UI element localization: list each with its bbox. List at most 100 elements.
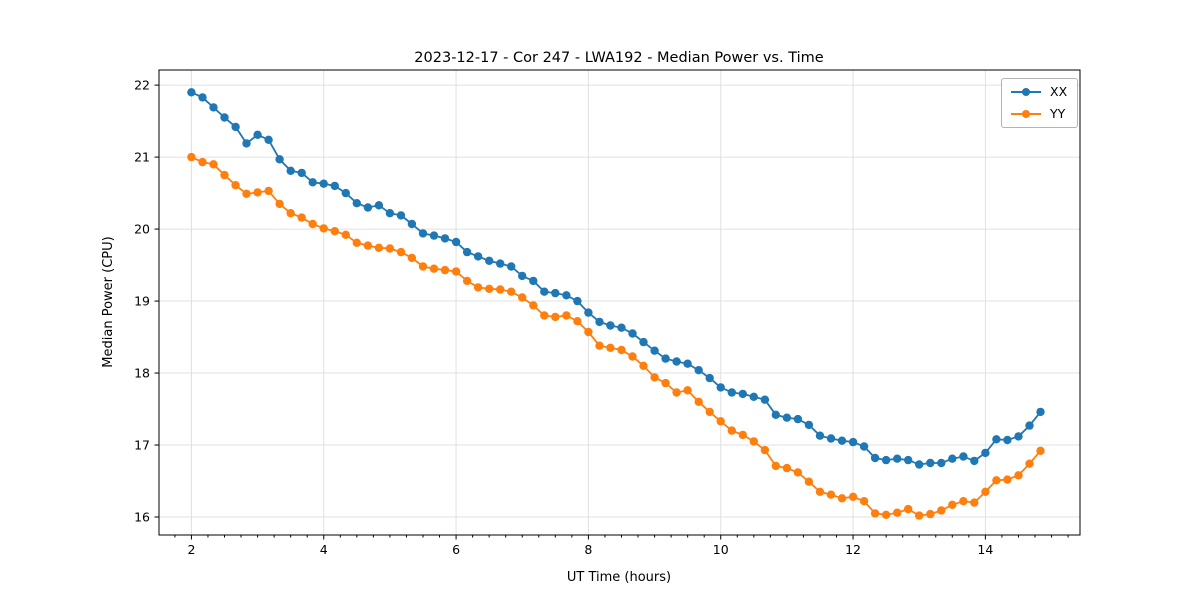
data-point-marker [628, 329, 637, 338]
data-point-marker [738, 389, 747, 399]
data-point-marker [529, 276, 538, 286]
data-point-marker [562, 311, 571, 320]
y-axis-label: Median Power (CPU) [101, 236, 116, 367]
data-point-marker [540, 287, 549, 296]
data-point-marker [198, 93, 207, 102]
data-point-marker [672, 388, 681, 397]
data-point-marker [462, 247, 472, 257]
data-point-marker [518, 293, 527, 302]
legend-label-yy: YY [1050, 106, 1066, 121]
data-point-marker [209, 103, 218, 112]
data-point-marker [1003, 435, 1012, 445]
data-point-marker [363, 241, 373, 250]
data-point-marker [981, 487, 990, 496]
data-point-marker [319, 179, 328, 188]
x-tick-label: 12 [845, 542, 861, 557]
data-point-marker [992, 435, 1001, 444]
data-point-marker [462, 276, 472, 286]
data-point-marker [264, 135, 273, 144]
data-point-marker [992, 476, 1001, 485]
data-point-marker [429, 231, 439, 240]
data-point-marker [617, 323, 626, 332]
data-point-marker [705, 407, 714, 417]
data-point-marker [1014, 471, 1023, 480]
data-point-marker [451, 267, 461, 276]
tick-labels: 2 4 6 8 10 12 14 16 17 18 19 20 21 22 [134, 78, 993, 557]
legend: XX YY [1001, 78, 1079, 128]
data-point-marker [275, 155, 284, 164]
x-tick-label: 4 [320, 542, 328, 557]
data-point-marker [209, 160, 218, 169]
data-point-marker [937, 458, 946, 468]
data-point-marker [771, 461, 780, 471]
data-point-marker [1036, 407, 1045, 417]
series-yy [187, 152, 1045, 520]
data-point-marker [584, 308, 593, 317]
data-point-marker [242, 189, 251, 198]
data-point-marker [253, 130, 262, 139]
data-point-marker [760, 395, 770, 404]
y-tick-label: 20 [134, 222, 150, 237]
legend-item-yy: YY [1011, 106, 1067, 122]
data-point-marker [661, 378, 670, 388]
data-point-marker [694, 397, 703, 406]
data-point-marker [859, 497, 869, 506]
x-tick-label: 2 [187, 542, 195, 557]
data-point-marker [396, 247, 406, 257]
data-point-marker [308, 178, 317, 187]
data-point-marker [606, 343, 615, 352]
data-point-marker [385, 209, 395, 218]
data-point-marker [407, 219, 417, 229]
data-point-marker [496, 259, 505, 268]
data-point-marker [760, 445, 770, 455]
data-point-marker [1025, 459, 1034, 468]
data-point-marker [396, 211, 406, 220]
data-point-marker [870, 509, 880, 518]
data-point-marker [485, 284, 494, 293]
data-point-marker [341, 188, 350, 198]
data-point-marker [815, 431, 825, 440]
data-point-marker [727, 388, 736, 397]
data-point-marker [639, 337, 648, 347]
data-point-marker [683, 386, 692, 395]
data-point-marker [297, 213, 306, 222]
data-point-marker [418, 262, 428, 271]
data-point-marker [584, 327, 593, 337]
data-point-marker [804, 420, 814, 430]
data-point-marker [308, 219, 317, 229]
data-point-marker [826, 434, 836, 443]
data-point-marker [352, 199, 361, 208]
data-point-marker [275, 199, 284, 209]
data-point-marker [705, 373, 714, 383]
data-point-marker [915, 460, 924, 469]
data-point-marker [286, 209, 295, 218]
data-point-marker [507, 287, 516, 296]
legend-item-xx: XX [1011, 84, 1067, 100]
data-point-marker [848, 437, 858, 447]
data-point-marker [948, 454, 957, 463]
y-tick-label: 19 [134, 294, 150, 309]
data-point-marker [220, 113, 229, 122]
data-point-marker [749, 437, 758, 446]
y-tick-label: 22 [134, 78, 150, 93]
data-point-marker [771, 410, 780, 419]
data-point-marker [187, 88, 196, 97]
data-point-marker [904, 504, 913, 514]
data-point-marker [551, 312, 560, 322]
data-point-marker [915, 511, 924, 520]
data-point-marker [716, 383, 725, 392]
data-point-marker [374, 243, 384, 252]
chart-title: 2023-12-17 - Cor 247 - LWA192 - Median P… [414, 50, 823, 66]
data-point-marker [1025, 421, 1034, 430]
data-point-marker [782, 463, 792, 473]
y-tick-label: 21 [134, 150, 150, 165]
data-point-marker [639, 361, 648, 370]
x-tick-label: 14 [977, 542, 993, 557]
data-point-marker [738, 430, 747, 440]
data-point-marker [551, 288, 560, 298]
legend-label-xx: XX [1050, 84, 1068, 99]
series-xx [187, 88, 1045, 469]
data-point-marker [286, 166, 295, 175]
data-point-marker [595, 341, 604, 350]
